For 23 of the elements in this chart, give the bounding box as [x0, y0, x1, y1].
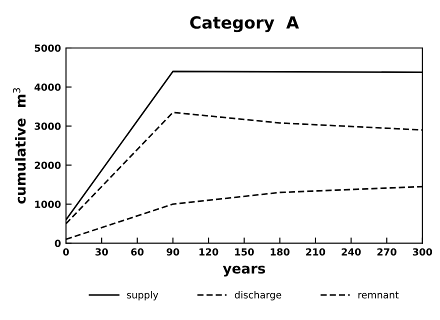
y-axis-title: cumulative m$^{3}$ [13, 88, 26, 204]
x-tick-label: 270 [377, 248, 396, 256]
y-tick-label: 5000 [34, 44, 61, 52]
x-tick-label: 180 [270, 248, 290, 256]
x-tick-label: 0 [63, 248, 69, 256]
y-tick-label: 4000 [34, 84, 61, 91]
x-tick-label: 210 [306, 248, 326, 256]
x-tick-label: 150 [235, 248, 254, 256]
y-tick-label: 1000 [35, 200, 61, 208]
y-tick-label: 2000 [34, 162, 61, 169]
x-tick-label: 30 [96, 248, 108, 256]
legend-label: remnant [358, 292, 399, 299]
x-tick-label: 300 [412, 248, 432, 256]
y-tick-label: 0 [54, 240, 61, 248]
x-axis-title: years [222, 266, 266, 276]
legend-label: discharge [234, 290, 282, 300]
x-tick-label: 120 [200, 248, 218, 256]
y-tick-label: 3000 [34, 122, 61, 130]
chart-title: Category A [190, 16, 299, 32]
x-tick-label: 240 [342, 248, 361, 256]
x-tick-label: 60 [131, 248, 144, 256]
legend-label: supply [127, 290, 158, 300]
x-tick-label: 90 [166, 248, 180, 256]
